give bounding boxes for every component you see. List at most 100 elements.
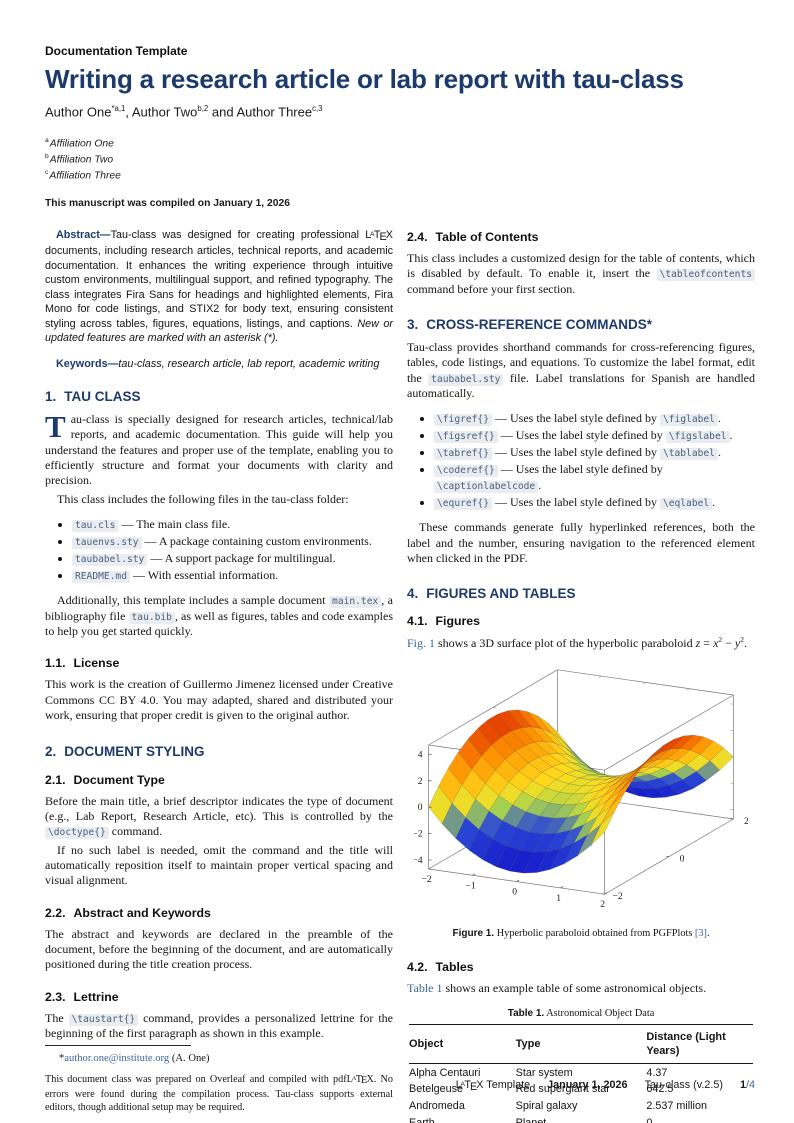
section-heading-2: 2. DOCUMENT STYLING bbox=[45, 743, 205, 759]
inline-code: \taustart{} bbox=[68, 1013, 139, 1026]
table-cell: 0 bbox=[646, 1116, 653, 1123]
list-item: \coderef{} — Uses the label style define… bbox=[434, 462, 755, 494]
lettrine-dropcap: T bbox=[45, 408, 66, 444]
svg-text:2: 2 bbox=[600, 899, 605, 910]
footer-brand: LATEX Template bbox=[455, 1079, 531, 1093]
subsection-heading-2-4: 2.4. Table of Contents bbox=[407, 229, 539, 244]
two-column-body: Abstract—Tau-class was designed for crea… bbox=[45, 228, 755, 1123]
latex-logo: LATEX bbox=[455, 1079, 484, 1093]
inline-code: \tablabel bbox=[659, 448, 718, 461]
inline-code: \figlabel bbox=[659, 414, 718, 427]
table-cell: Alpha Centauri bbox=[409, 1066, 481, 1079]
list-item: \tabref{} — Uses the label style defined… bbox=[434, 445, 755, 461]
list-item: tauenvs.sty — A package containing custo… bbox=[72, 534, 393, 550]
subsection-heading-2-1: 2.1. Document Type bbox=[45, 772, 165, 787]
table-cell: Red supergiant star bbox=[515, 1083, 610, 1096]
table-row: Betelgeuse Red supergiant star 642.5 bbox=[409, 1081, 753, 1098]
table-cell: Earth bbox=[409, 1116, 435, 1123]
svg-text:−2: −2 bbox=[414, 828, 423, 839]
document-type-label: Documentation Template bbox=[45, 44, 188, 58]
svg-text:−4: −4 bbox=[414, 855, 423, 866]
subsection-heading-2-3: 2.3. Lettrine bbox=[45, 989, 119, 1004]
inline-code: \eqlabel bbox=[659, 497, 713, 510]
inline-code: \equref{} bbox=[434, 497, 492, 510]
table-cell: Planet bbox=[515, 1116, 547, 1123]
inline-code: taubabel.sty bbox=[428, 373, 504, 386]
left-column: Abstract—Tau-class was designed for crea… bbox=[45, 228, 394, 1113]
svg-text:0: 0 bbox=[418, 802, 423, 813]
affiliation: cAffiliation Three bbox=[45, 169, 121, 182]
paragraph: Fig. 1 shows a 3D surface plot of the hy… bbox=[407, 635, 747, 651]
inline-code: \figref{} bbox=[434, 414, 492, 427]
inline-code: \figslabel bbox=[665, 431, 730, 444]
table-row: Andromeda Spiral galaxy 2.537 million bbox=[409, 1098, 753, 1115]
list-item: \figref{} — Uses the label style defined… bbox=[434, 411, 755, 427]
svg-text:4: 4 bbox=[418, 749, 423, 760]
svg-text:−1: −1 bbox=[465, 880, 475, 891]
paragraph: Tau-class provides shorthand commands fo… bbox=[407, 339, 755, 401]
abstract-label: Abstract— bbox=[56, 228, 111, 241]
link[interactable]: author.one@institute.org bbox=[64, 1052, 170, 1064]
svg-text:−2: −2 bbox=[612, 891, 622, 902]
latex-logo: LATEX bbox=[365, 228, 393, 243]
link[interactable]: Table 1 bbox=[407, 981, 443, 996]
table-cell: Spiral galaxy bbox=[515, 1100, 578, 1113]
paragraph: Additionally, this template includes a s… bbox=[45, 593, 394, 639]
inline-code: README.md bbox=[72, 570, 130, 583]
inline-code: tauenvs.sty bbox=[72, 536, 142, 549]
footnote-rule bbox=[45, 1044, 191, 1046]
inline-code: \tabref{} bbox=[434, 448, 492, 461]
subsection-heading-4-1: 4.1. Figures bbox=[407, 614, 480, 629]
table-cell: 2.537 million bbox=[646, 1100, 707, 1113]
inline-code: tau.bib bbox=[128, 611, 175, 624]
list-item: taubabel.sty — A support package for mul… bbox=[72, 551, 393, 567]
svg-text:0: 0 bbox=[680, 853, 685, 864]
right-column: 2.4. Table of Contents This class include… bbox=[407, 228, 755, 1123]
section-heading-4: 4. FIGURES AND TABLES bbox=[407, 586, 576, 602]
subsection-heading-4-2: 4.2. Tables bbox=[407, 960, 474, 975]
abstract: Abstract—Tau-class was designed for crea… bbox=[45, 228, 393, 345]
table-cell: Betelgeuse bbox=[409, 1083, 464, 1096]
paragraph: The \taustart{} command, provides a pers… bbox=[45, 1010, 394, 1041]
paragraph: This work is the creation of Guillermo J… bbox=[45, 677, 393, 723]
subsection-heading-2-2: 2.2. Abstract and Keywords bbox=[45, 905, 211, 920]
link[interactable]: Fig. 1 bbox=[407, 636, 436, 651]
inline-code: main.tex bbox=[329, 596, 382, 609]
list-item: \figsref{} — Uses the label style define… bbox=[434, 428, 755, 444]
paragraph: Table 1 shows an example table of some a… bbox=[407, 981, 707, 996]
subsection-heading-1-1: 1.1. License bbox=[45, 656, 120, 671]
column-header: Distance (Light Years) bbox=[646, 1024, 753, 1065]
footnote-block: *author.one@institute.org (A. One) This … bbox=[45, 1044, 393, 1117]
paragraph: The abstract and keywords are declared i… bbox=[45, 926, 393, 972]
author-line: Author One*a,1, Author Twob,2 and Author… bbox=[45, 104, 323, 120]
link[interactable]: [3] bbox=[694, 927, 707, 939]
list-item: tau.cls — The main class file. bbox=[72, 517, 393, 533]
figure-caption: Figure 1. Hyperbolic paraboloid obtained… bbox=[452, 927, 710, 939]
svg-text:0: 0 bbox=[512, 886, 517, 897]
latex-logo: pdfLATEX bbox=[333, 1073, 374, 1087]
table-cell: 642.5 bbox=[646, 1083, 674, 1096]
table-title: Table 1. Astronomical Object Data bbox=[507, 1007, 655, 1019]
paragraph: This class includes the following files … bbox=[57, 491, 349, 506]
table-1-block: Table 1. Astronomical Object Data Object… bbox=[409, 1008, 753, 1123]
affiliations: aAffiliation One bAffiliation Two cAffilia… bbox=[45, 136, 755, 184]
inline-code: \captionlabelcode bbox=[434, 480, 539, 493]
compiled-date-line: This manuscript was compiled on January … bbox=[45, 197, 290, 209]
inline-code: \figsref{} bbox=[434, 431, 498, 444]
paragraph: Before the main title, a brief descripto… bbox=[45, 793, 393, 840]
inline-code: \doctype{} bbox=[45, 827, 109, 840]
page-title: Writing a research article or lab report… bbox=[45, 64, 684, 94]
section-heading-1: 1. TAU CLASS bbox=[45, 388, 141, 404]
list-item: \equref{} — Uses the label style defined… bbox=[434, 495, 755, 511]
corresponding-author: *author.one@institute.org (A. One) bbox=[59, 1052, 210, 1064]
paragraph: This class includes a customized design … bbox=[407, 250, 755, 296]
table-cell: Star system bbox=[515, 1066, 573, 1079]
footer-date: January 1, 2026 bbox=[547, 1079, 628, 1092]
inline-code: taubabel.sty bbox=[72, 553, 148, 566]
inline-code: \tableofcontents bbox=[656, 269, 755, 282]
paragraph: These commands generate fully hyperlinke… bbox=[407, 520, 755, 566]
keywords: Keywords—tau-class, research article, la… bbox=[56, 358, 380, 371]
keywords-label: Keywords— bbox=[56, 358, 119, 371]
